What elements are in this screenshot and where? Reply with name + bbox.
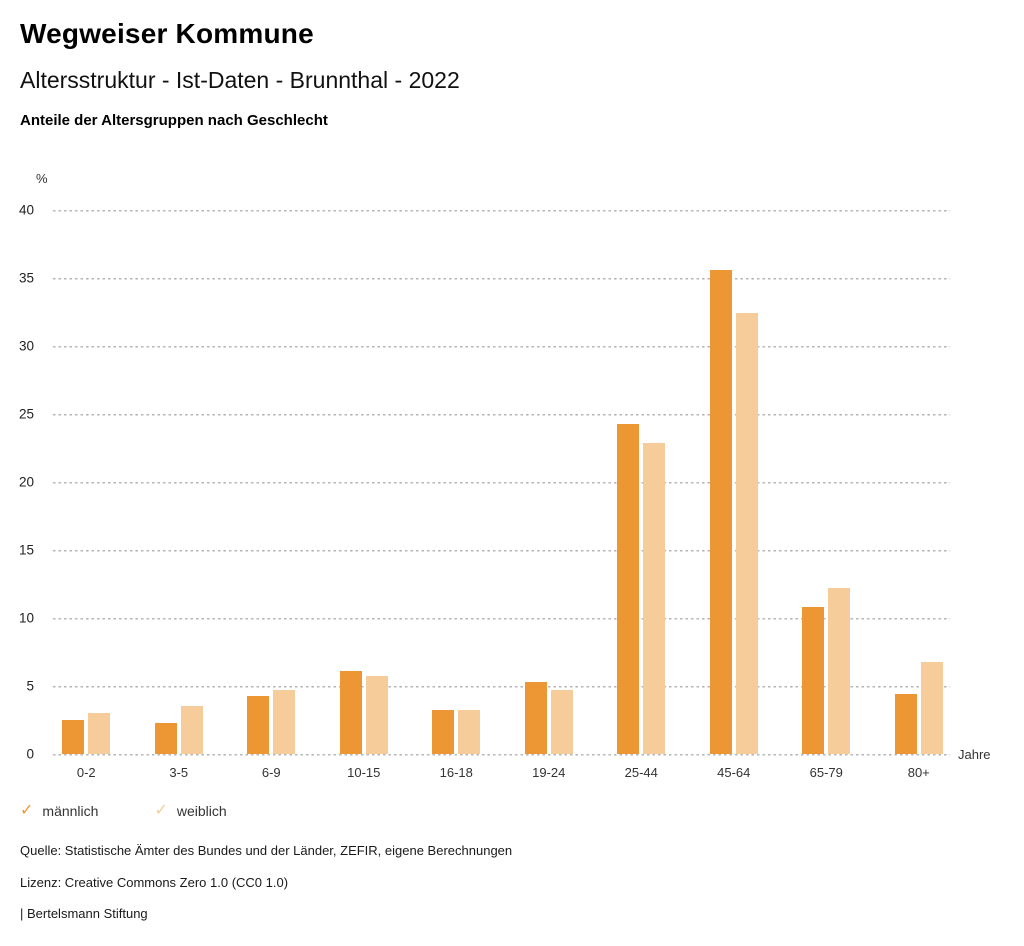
gridline bbox=[53, 754, 950, 756]
y-tick-label: 35 bbox=[18, 270, 34, 286]
x-tick-label: 45-64 bbox=[717, 765, 751, 780]
legend-item-männlich[interactable]: ✓ männlich bbox=[20, 802, 99, 820]
x-tick-label: 65-79 bbox=[809, 765, 843, 780]
bar-weiblich-19-24[interactable] bbox=[550, 690, 573, 754]
x-tick-label: 25-44 bbox=[624, 765, 658, 780]
plot-area bbox=[53, 210, 950, 756]
bar-weiblich-3-5[interactable] bbox=[180, 706, 203, 754]
bar-group-25-44 bbox=[595, 210, 688, 754]
bar-group-6-9 bbox=[225, 210, 318, 754]
license-note: Lizenz: Creative Commons Zero 1.0 (CC0 1… bbox=[20, 875, 289, 890]
bar-weiblich-25-44[interactable] bbox=[643, 442, 666, 754]
bar-weiblich-16-18[interactable] bbox=[458, 710, 481, 754]
x-tick-label: 0-2 bbox=[76, 765, 96, 780]
bar-männlich-19-24[interactable] bbox=[524, 681, 547, 754]
x-axis-tick-labels: 0-2 3-5 6-9 10-15 16-18 19-24 25-44 45-64 65-79 8… bbox=[40, 765, 965, 780]
bar-group-10-15 bbox=[318, 210, 411, 754]
legend-item-weiblich[interactable]: ✓ weiblich bbox=[154, 802, 227, 820]
gridline bbox=[53, 550, 950, 552]
bar-männlich-10-15[interactable] bbox=[339, 671, 362, 754]
bar-group-3-5 bbox=[133, 210, 226, 754]
y-tick-label: 40 bbox=[18, 202, 34, 218]
bar-group-19-24 bbox=[503, 210, 596, 754]
bar-männlich-0-2[interactable] bbox=[62, 720, 85, 754]
legend-label: männlich bbox=[42, 803, 99, 819]
x-tick-label: 10-15 bbox=[347, 765, 381, 780]
bar-männlich-6-9[interactable] bbox=[247, 695, 270, 754]
y-tick-label: 15 bbox=[18, 542, 34, 558]
bar-group-65-79 bbox=[780, 210, 873, 754]
bar-männlich-25-44[interactable] bbox=[617, 423, 640, 754]
y-tick-label: 10 bbox=[18, 610, 34, 626]
y-tick-label: 20 bbox=[18, 474, 34, 490]
gridline bbox=[53, 618, 950, 620]
bar-group-0-2 bbox=[40, 210, 133, 754]
x-tick-label: 3-5 bbox=[169, 765, 189, 780]
bar-weiblich-80+[interactable] bbox=[920, 661, 943, 754]
legend-label: weiblich bbox=[176, 803, 227, 819]
gridline bbox=[53, 210, 950, 212]
bar-group-45-64 bbox=[688, 210, 781, 754]
chart-subtitle: Altersstruktur - Ist-Daten - Brunnthal -… bbox=[20, 67, 460, 93]
attribution-note: | Bertelsmann Stiftung bbox=[20, 906, 148, 921]
legend: ✓ männlich ✓ weiblich bbox=[20, 802, 283, 820]
chart-heading: Anteile der Altersgruppen nach Geschlech… bbox=[20, 112, 328, 129]
gridline bbox=[53, 414, 950, 416]
x-tick-label: 19-24 bbox=[532, 765, 566, 780]
gridline bbox=[53, 278, 950, 280]
x-tick-label: 6-9 bbox=[261, 765, 281, 780]
x-tick-label: 16-18 bbox=[439, 765, 473, 780]
bar-group-16-18 bbox=[410, 210, 503, 754]
bar-weiblich-45-64[interactable] bbox=[735, 313, 758, 754]
source-note: Quelle: Statistische Ämter des Bundes un… bbox=[20, 843, 513, 858]
check-icon: ✓ bbox=[20, 802, 34, 819]
gridline bbox=[53, 346, 950, 348]
y-axis-unit-label: % bbox=[36, 171, 48, 186]
y-tick-label: 5 bbox=[26, 678, 34, 694]
bar-männlich-16-18[interactable] bbox=[432, 710, 455, 754]
x-tick-label: 80+ bbox=[907, 765, 930, 780]
y-tick-label: 0 bbox=[26, 746, 34, 762]
gridline bbox=[53, 686, 950, 688]
check-icon: ✓ bbox=[154, 802, 168, 819]
bar-männlich-80+[interactable] bbox=[894, 694, 917, 754]
y-tick-label: 25 bbox=[18, 406, 34, 422]
bar-männlich-3-5[interactable] bbox=[154, 722, 177, 754]
bar-weiblich-65-79[interactable] bbox=[828, 588, 851, 754]
page-title: Wegweiser Kommune bbox=[20, 18, 314, 49]
bar-group-80+ bbox=[873, 210, 966, 754]
bar-männlich-45-64[interactable] bbox=[709, 269, 732, 754]
bars-layer bbox=[40, 210, 965, 754]
bar-weiblich-0-2[interactable] bbox=[88, 713, 111, 754]
y-tick-label: 30 bbox=[18, 338, 34, 354]
gridline bbox=[53, 482, 950, 484]
bar-weiblich-10-15[interactable] bbox=[365, 676, 388, 754]
x-axis-unit-label: Jahre bbox=[958, 747, 991, 762]
chart-header: Wegweiser Kommune Altersstruktur - Ist-D… bbox=[20, 0, 1000, 129]
bar-männlich-65-79[interactable] bbox=[802, 607, 825, 754]
bar-weiblich-6-9[interactable] bbox=[273, 690, 296, 754]
